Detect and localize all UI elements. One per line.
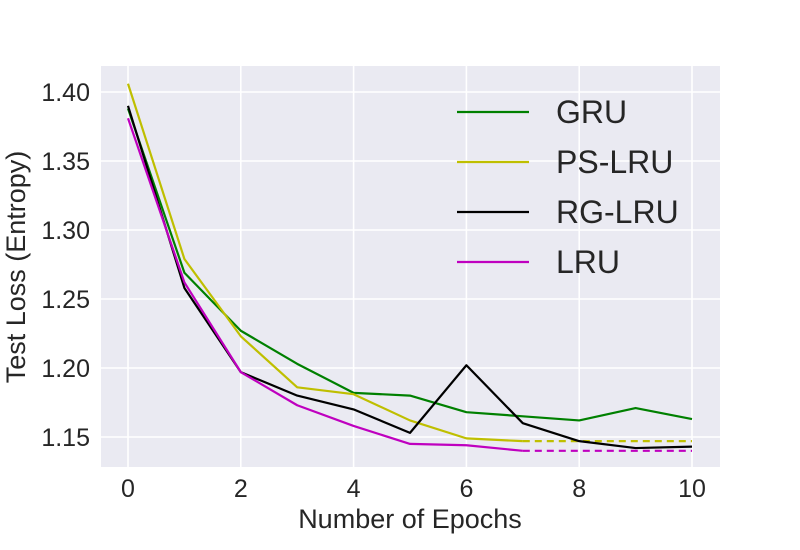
series-line-lru [126, 117, 523, 452]
series-lines [126, 83, 693, 452]
legend-label-rg-lru: RG-LRU [556, 194, 679, 230]
x-axis-label: Number of Epochs [298, 504, 522, 534]
x-tick-label: 8 [572, 475, 586, 503]
grid-lines [101, 66, 720, 467]
y-axis-label: Test Loss (Entropy) [1, 151, 31, 384]
y-tick-label: 1.40 [41, 79, 90, 107]
legend: GRU PS-LRU RG-LRU LRU [457, 94, 679, 280]
y-tick-label: 1.35 [41, 148, 90, 176]
series-line-ps-lru [126, 83, 523, 443]
x-tick-label: 6 [459, 475, 473, 503]
y-tick-label: 1.15 [41, 424, 90, 452]
x-tick-label: 10 [678, 475, 706, 503]
x-tick-label: 2 [234, 475, 248, 503]
y-tick-label: 1.20 [41, 355, 90, 383]
x-tick-label: 4 [347, 475, 361, 503]
tick-labels: 0 2 4 6 8 10 1.15 1.20 1.25 1.30 1.35 1.40 [41, 79, 706, 503]
legend-label-ps-lru: PS-LRU [556, 144, 673, 180]
plot-background [101, 66, 720, 467]
y-tick-label: 1.30 [41, 217, 90, 245]
x-tick-label: 0 [121, 475, 135, 503]
y-tick-label: 1.25 [41, 286, 90, 314]
legend-label-gru: GRU [556, 94, 627, 130]
legend-label-lru: LRU [556, 244, 620, 280]
